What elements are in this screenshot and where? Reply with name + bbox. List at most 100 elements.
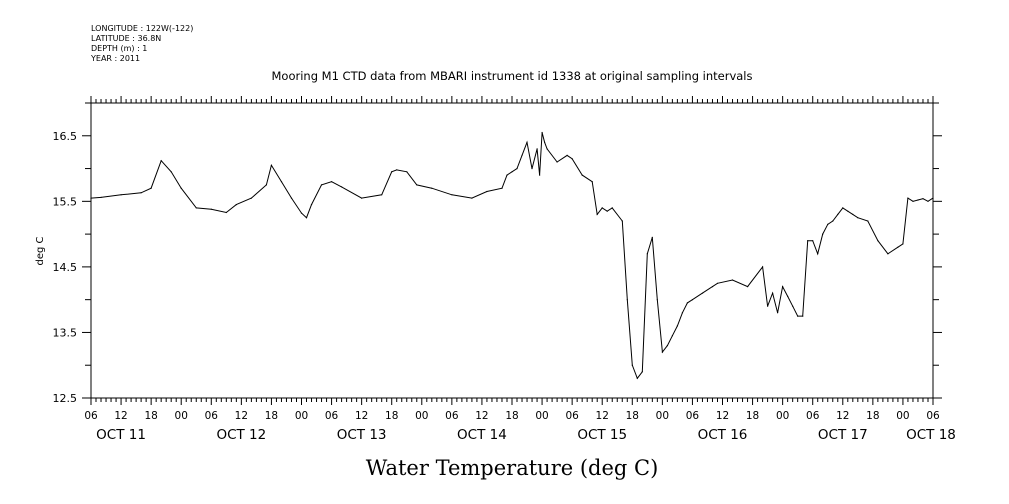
data-point	[787, 295, 789, 297]
x-hour-tick-label: 00	[415, 410, 428, 422]
data-point	[531, 168, 533, 170]
x-hour-tick-label: 12	[355, 410, 368, 422]
chart-title: Mooring M1 CTD data from MBARI instrumen…	[272, 69, 753, 83]
y-axis-label: deg C	[35, 236, 46, 265]
data-point	[310, 204, 313, 206]
data-point	[406, 171, 408, 173]
data-point	[621, 220, 623, 222]
x-hour-tick-label: 12	[836, 410, 849, 422]
data-point	[250, 197, 252, 199]
data-point	[170, 171, 172, 173]
data-point	[867, 220, 869, 222]
data-point	[300, 212, 303, 214]
data-point	[902, 243, 904, 245]
x-hour-tick-label: 00	[535, 410, 548, 422]
data-point	[767, 305, 769, 307]
data-point	[235, 204, 237, 206]
x-hour-tick-label: 12	[475, 410, 488, 422]
data-point	[611, 207, 613, 209]
data-point	[521, 154, 523, 156]
data-point	[847, 210, 849, 212]
data-point	[636, 377, 638, 379]
x-hour-tick-label: 06	[926, 410, 940, 422]
x-hour-tick-label: 00	[175, 410, 188, 422]
data-point	[797, 315, 799, 317]
data-point	[701, 292, 704, 294]
x-day-label: OCT 12	[216, 427, 266, 443]
data-point	[501, 187, 503, 189]
data-point	[544, 141, 546, 143]
y-tick-label: 16.5	[53, 130, 78, 143]
data-point	[817, 253, 819, 255]
data-point	[541, 131, 543, 134]
x-hour-tick-label: 06	[565, 410, 579, 422]
data-point	[506, 174, 508, 176]
x-hour-tick-label: 00	[295, 410, 308, 422]
data-point	[922, 198, 924, 200]
data-point	[320, 184, 323, 186]
x-hour-tick-label: 18	[746, 410, 759, 422]
data-point	[711, 286, 714, 288]
x-axis-label: Water Temperature (deg C)	[366, 456, 659, 480]
data-point	[681, 312, 684, 314]
x-hour-tick-label: 12	[596, 410, 609, 422]
data-point	[651, 236, 653, 238]
data-point	[516, 168, 518, 170]
x-hour-tick-label: 06	[205, 410, 219, 422]
data-point	[822, 233, 824, 235]
x-hour-tick-label: 18	[866, 410, 879, 422]
x-hour-tick-label: 06	[686, 410, 700, 422]
data-point	[280, 181, 283, 183]
data-point	[225, 211, 227, 214]
data-point	[556, 161, 558, 163]
data-point	[265, 184, 267, 186]
data-point	[792, 305, 794, 307]
data-point	[807, 240, 809, 242]
x-hour-tick-label: 06	[325, 410, 339, 422]
data-point	[641, 371, 643, 373]
x-day-label: OCT 14	[457, 427, 507, 443]
data-point	[180, 187, 182, 189]
data-point	[581, 174, 583, 176]
data-point	[591, 181, 593, 183]
data-point	[832, 220, 834, 222]
data-point	[606, 210, 608, 212]
data-point	[777, 312, 779, 314]
data-point	[912, 200, 914, 202]
data-point	[270, 164, 272, 166]
x-day-label: OCT 11	[96, 427, 146, 443]
data-point	[195, 207, 197, 209]
data-point	[782, 286, 784, 288]
data-point	[546, 148, 548, 150]
x-hour-tick-label: 18	[505, 410, 518, 422]
x-hour-tick-label: 18	[265, 410, 278, 422]
data-point	[396, 169, 398, 171]
data-point	[917, 199, 919, 201]
data-point	[471, 197, 473, 199]
y-tick-label: 14.5	[53, 261, 78, 274]
data-point	[631, 364, 633, 366]
x-hour-tick-label: 06	[445, 410, 459, 422]
data-point	[827, 223, 829, 225]
series-layer	[90, 131, 934, 380]
data-point	[90, 197, 92, 199]
y-tick-label: 13.5	[53, 326, 78, 339]
meta-depth: DEPTH (m) : 1	[91, 44, 147, 53]
data-point	[566, 154, 568, 156]
data-point	[686, 302, 689, 304]
data-point	[331, 181, 333, 183]
x-axis: 06 12 18 00 06 12 18 00 06 12 18 00 06 12 18 00 06 12 18 00…	[84, 96, 956, 443]
data-point	[536, 148, 538, 150]
data-point	[731, 279, 734, 281]
x-day-label: OCT 15	[577, 427, 627, 443]
data-point	[305, 217, 308, 219]
data-point	[762, 266, 764, 268]
x-day-label: OCT 13	[337, 427, 387, 443]
data-point	[140, 192, 142, 194]
meta-longitude: LONGITUDE : 122W(-122)	[91, 24, 193, 33]
data-point	[451, 194, 453, 196]
x-day-label: OCT 17	[818, 427, 868, 443]
meta-year: YEAR : 2011	[90, 54, 140, 63]
x-hour-tick-label: 12	[235, 410, 248, 422]
data-point	[341, 186, 343, 188]
